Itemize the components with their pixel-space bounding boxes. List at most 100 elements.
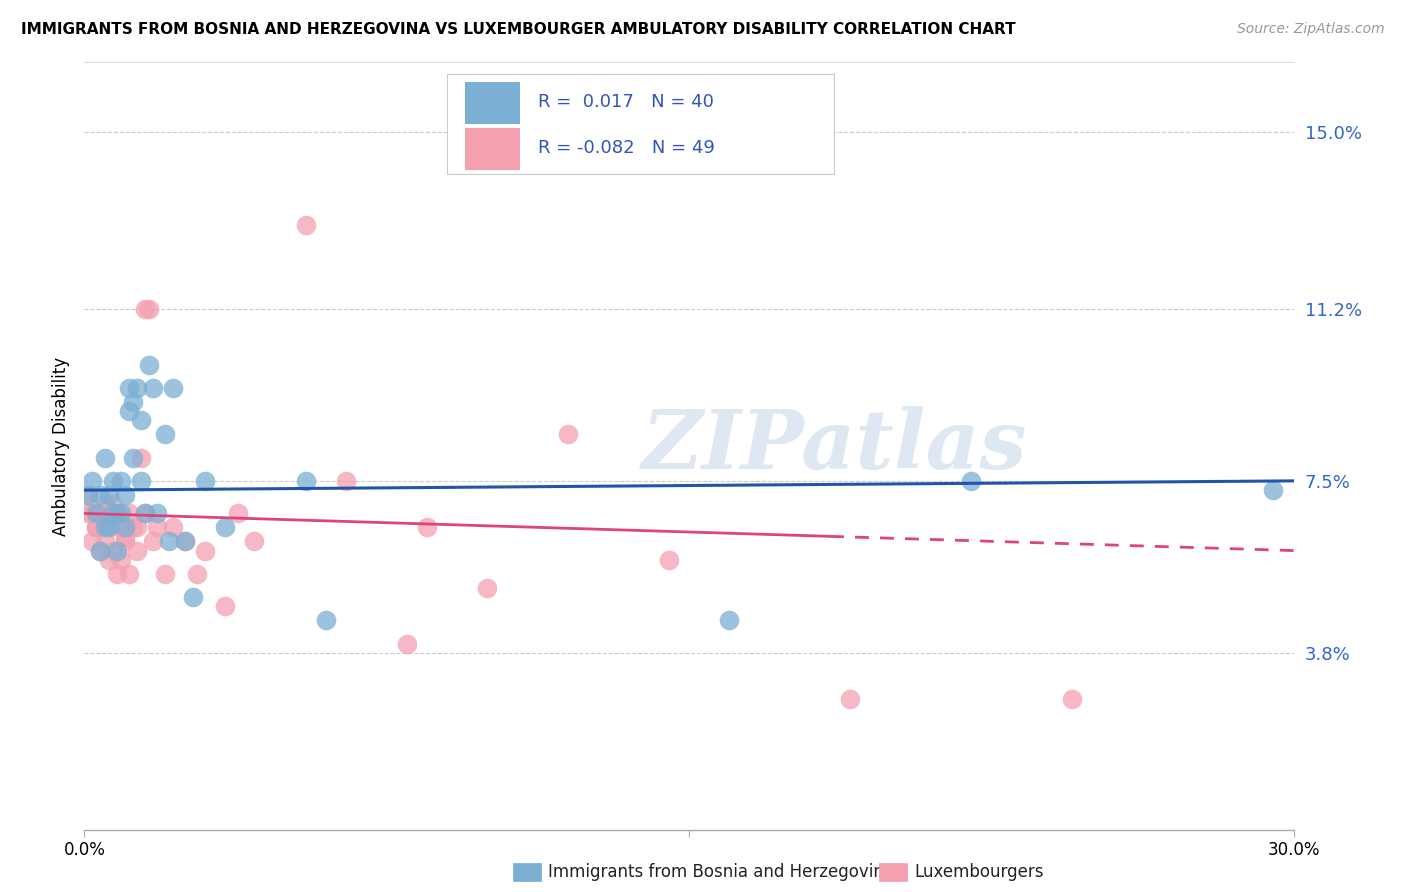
- Text: Immigrants from Bosnia and Herzegovina: Immigrants from Bosnia and Herzegovina: [548, 863, 894, 881]
- Point: [114, 488, 136, 502]
- Point: [118, 381, 141, 395]
- Point: [658, 553, 681, 567]
- Text: ZIPatlas: ZIPatlas: [641, 406, 1026, 486]
- Point: [142, 534, 165, 549]
- Point: [226, 507, 249, 521]
- Point: [118, 404, 141, 418]
- Point: [121, 520, 143, 534]
- Text: R =  0.017   N = 40: R = 0.017 N = 40: [538, 94, 714, 112]
- Point: [125, 520, 148, 534]
- Point: [153, 566, 176, 581]
- Point: [89, 507, 111, 521]
- Point: [89, 543, 111, 558]
- Point: [97, 520, 120, 534]
- Point: [93, 497, 115, 511]
- Point: [77, 488, 100, 502]
- Point: [157, 534, 180, 549]
- Point: [186, 566, 208, 581]
- Point: [86, 520, 108, 534]
- Point: [718, 613, 741, 627]
- Point: [114, 520, 136, 534]
- Point: [77, 488, 100, 502]
- Point: [162, 381, 184, 395]
- Point: [181, 590, 204, 604]
- Point: [97, 553, 120, 567]
- Point: [839, 692, 862, 706]
- Point: [101, 507, 124, 521]
- Point: [82, 507, 104, 521]
- Point: [174, 534, 197, 549]
- Point: [477, 581, 499, 595]
- Point: [960, 474, 983, 488]
- Point: [146, 520, 169, 534]
- Y-axis label: Ambulatory Disability: Ambulatory Disability: [52, 357, 70, 535]
- FancyBboxPatch shape: [465, 128, 520, 169]
- Text: R = -0.082   N = 49: R = -0.082 N = 49: [538, 139, 714, 157]
- Point: [557, 427, 579, 442]
- Point: [105, 543, 128, 558]
- FancyBboxPatch shape: [465, 81, 520, 124]
- Point: [101, 543, 124, 558]
- Point: [295, 218, 318, 232]
- Point: [93, 520, 115, 534]
- Point: [121, 394, 143, 409]
- Point: [416, 520, 439, 534]
- Point: [142, 381, 165, 395]
- Point: [110, 520, 132, 534]
- Point: [105, 507, 128, 521]
- Point: [129, 450, 152, 465]
- Point: [110, 507, 132, 521]
- Point: [82, 534, 104, 549]
- Point: [97, 520, 120, 534]
- Text: Source: ZipAtlas.com: Source: ZipAtlas.com: [1237, 22, 1385, 37]
- Point: [125, 381, 148, 395]
- Point: [138, 301, 160, 316]
- Text: IMMIGRANTS FROM BOSNIA AND HERZEGOVINA VS LUXEMBOURGER AMBULATORY DISABILITY COR: IMMIGRANTS FROM BOSNIA AND HERZEGOVINA V…: [21, 22, 1015, 37]
- Point: [153, 427, 176, 442]
- Point: [315, 613, 337, 627]
- Point: [194, 543, 217, 558]
- Point: [77, 507, 100, 521]
- Point: [110, 474, 132, 488]
- Point: [134, 507, 156, 521]
- Point: [1263, 483, 1285, 498]
- Point: [97, 488, 120, 502]
- Point: [1060, 692, 1083, 706]
- Point: [129, 474, 152, 488]
- Point: [82, 474, 104, 488]
- Point: [89, 543, 111, 558]
- Point: [105, 566, 128, 581]
- Point: [121, 450, 143, 465]
- Point: [93, 450, 115, 465]
- Point: [242, 534, 264, 549]
- Text: Luxembourgers: Luxembourgers: [914, 863, 1043, 881]
- Point: [86, 507, 108, 521]
- Point: [93, 534, 115, 549]
- Point: [101, 497, 124, 511]
- Point: [129, 413, 152, 427]
- Point: [214, 599, 236, 614]
- Point: [114, 530, 136, 544]
- Point: [138, 358, 160, 372]
- Point: [97, 507, 120, 521]
- Point: [114, 534, 136, 549]
- Point: [134, 301, 156, 316]
- Point: [134, 507, 156, 521]
- Point: [335, 474, 357, 488]
- Point: [295, 474, 318, 488]
- Point: [118, 566, 141, 581]
- Point: [162, 520, 184, 534]
- Point: [174, 534, 197, 549]
- Point: [395, 637, 418, 651]
- Point: [125, 543, 148, 558]
- Point: [194, 474, 217, 488]
- Point: [118, 507, 141, 521]
- Point: [101, 474, 124, 488]
- Point: [214, 520, 236, 534]
- Point: [86, 520, 108, 534]
- Point: [146, 507, 169, 521]
- Point: [89, 488, 111, 502]
- FancyBboxPatch shape: [447, 74, 834, 174]
- Point: [110, 553, 132, 567]
- Point: [105, 507, 128, 521]
